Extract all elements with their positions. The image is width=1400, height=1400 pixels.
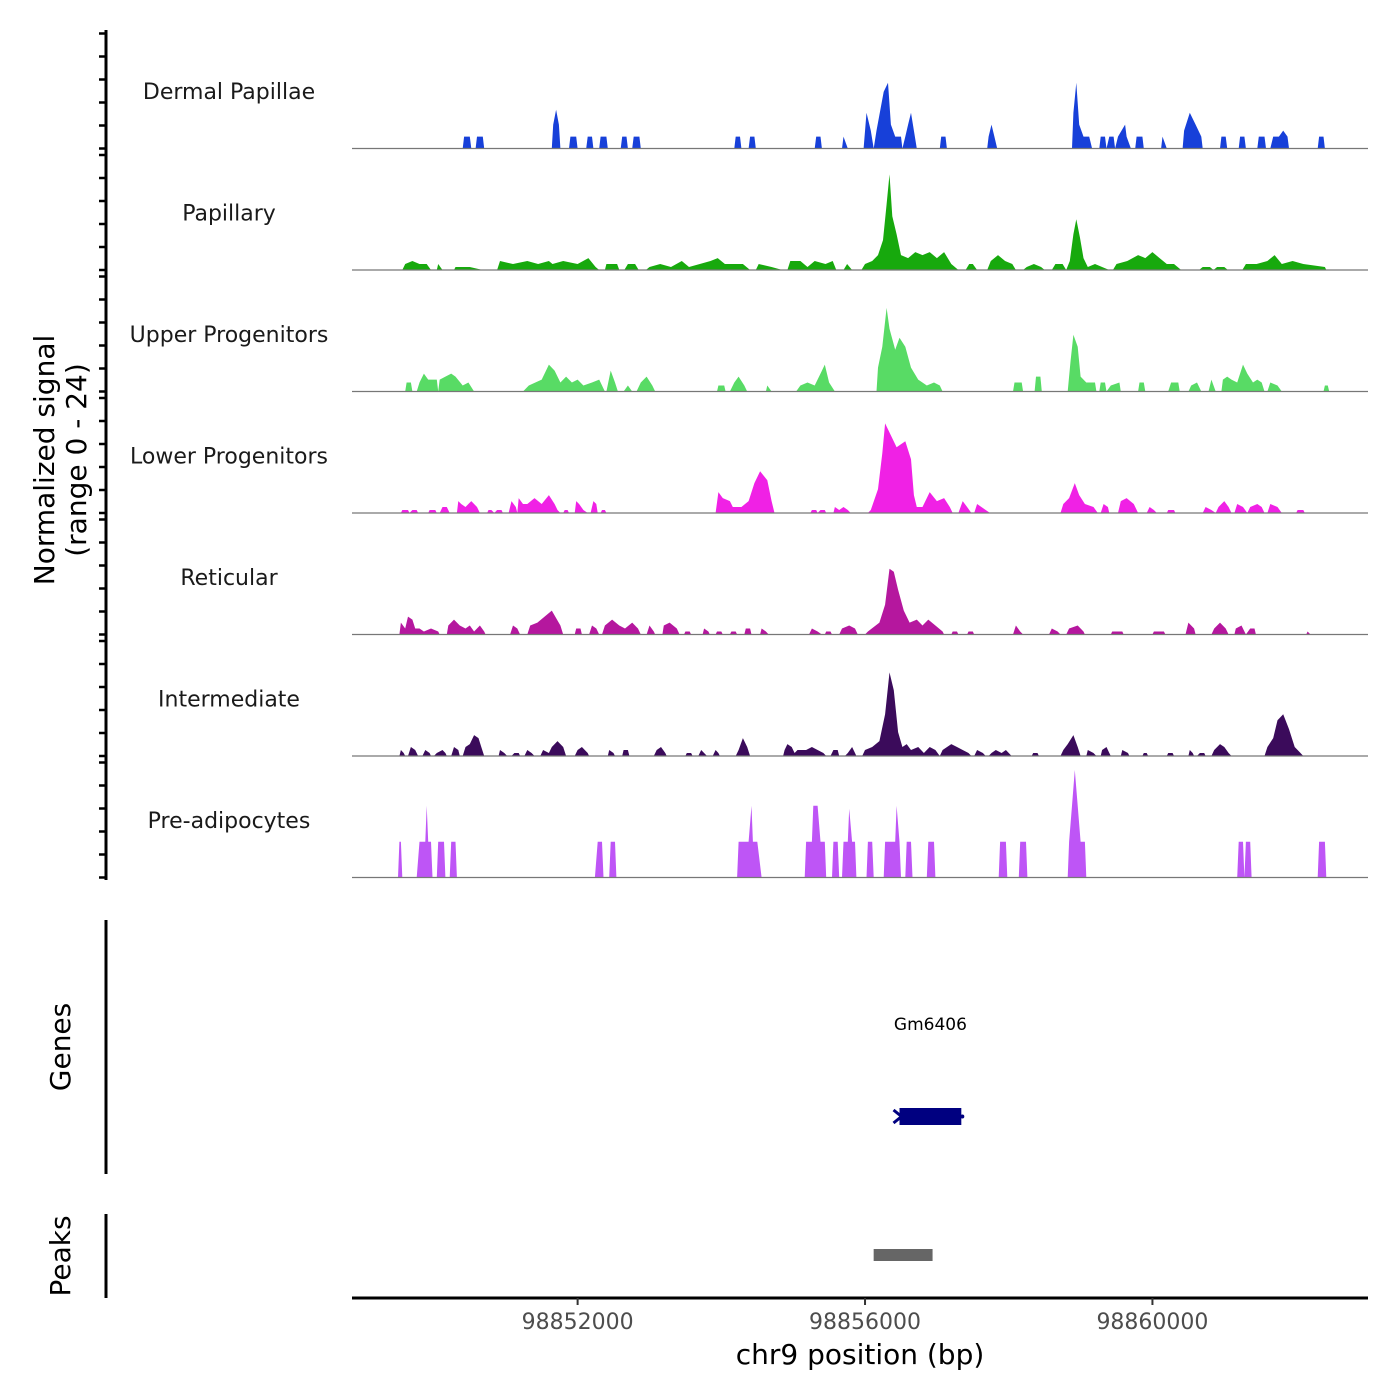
y-axis-title-line1: Normalized signal <box>28 335 61 586</box>
peak-region <box>873 1249 933 1261</box>
x-tick-label: 98852000 <box>522 1310 634 1335</box>
peak-regions <box>873 1249 933 1261</box>
strand-arrow-icon <box>892 1108 904 1125</box>
track-papillary: Papillary <box>182 174 1368 271</box>
gene-label: Gm6406 <box>894 1015 967 1035</box>
x-axis-ticks: 98852000 98856000 98860000 <box>522 1298 1208 1335</box>
genes-panel-title: Genes <box>44 1003 77 1091</box>
x-axis-title: chr9 position (bp) <box>736 1338 985 1371</box>
track-label: Papillary <box>182 202 276 227</box>
signal-tracks: Dermal Papillae Papillary Upper Progenitor… <box>130 80 1368 879</box>
signal-area <box>399 672 1304 756</box>
signal-area <box>398 770 1327 878</box>
gene-annotations: Gm6406 <box>892 1015 967 1125</box>
track-upper-progenitors: Upper Progenitors <box>130 307 1368 393</box>
signal-area <box>405 307 1330 392</box>
track-label: Upper Progenitors <box>130 323 329 348</box>
signal-y-axis-ticks <box>99 32 106 879</box>
track-label: Pre-adipocytes <box>148 809 311 834</box>
signal-area <box>400 423 1305 513</box>
track-label: Intermediate <box>158 688 300 713</box>
gene-end-marker <box>960 1114 965 1119</box>
track-label: Reticular <box>180 566 278 591</box>
track-reticular: Reticular <box>180 566 1368 636</box>
track-pre-adipocytes: Pre-adipocytes <box>148 770 1368 879</box>
peaks-panel-title: Peaks <box>44 1215 77 1296</box>
track-lower-progenitors: Lower Progenitors <box>130 423 1368 514</box>
track-label: Lower Progenitors <box>130 445 328 470</box>
gene-gm6406: Gm6406 <box>892 1015 967 1125</box>
y-axis-title-line2: (range 0 - 24) <box>60 363 93 557</box>
signal-area <box>402 174 1327 270</box>
track-dermal-papillae: Dermal Papillae <box>143 80 1368 150</box>
signal-area <box>399 568 1311 635</box>
x-tick-label: 98856000 <box>809 1310 921 1335</box>
x-tick-label: 98860000 <box>1096 1310 1208 1335</box>
gene-exon <box>899 1108 962 1125</box>
y-axis-title: Normalized signal (range 0 - 24) <box>28 335 93 586</box>
signal-area <box>462 82 1325 149</box>
track-intermediate: Intermediate <box>158 672 1368 757</box>
track-label: Dermal Papillae <box>143 80 315 105</box>
